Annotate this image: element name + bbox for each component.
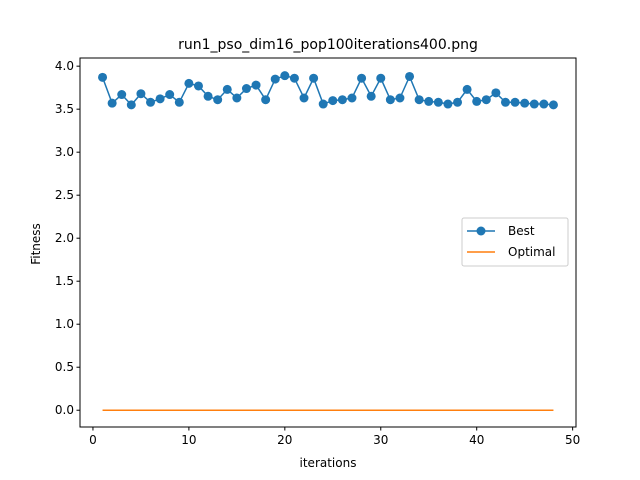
y-tick-label: 4.0 <box>55 59 74 73</box>
data-point-best <box>500 97 510 107</box>
data-point-best <box>289 73 299 83</box>
plot-area <box>79 57 577 428</box>
data-point-best <box>222 84 232 94</box>
y-tick-label: 3.0 <box>55 145 74 159</box>
x-tick-label: 40 <box>469 433 484 447</box>
data-point-best <box>270 74 280 84</box>
series-layer <box>98 71 558 411</box>
data-point-best <box>117 90 127 100</box>
data-point-best <box>261 95 271 105</box>
y-tick-label: 1.0 <box>55 317 74 331</box>
data-point-best <box>414 95 424 105</box>
data-point-best <box>385 95 395 105</box>
data-point-best <box>366 91 376 101</box>
legend-best-label: Best <box>508 224 535 238</box>
x-tick-label: 50 <box>565 433 580 447</box>
data-point-best <box>491 88 501 98</box>
data-point-best <box>309 73 319 83</box>
data-point-best <box>424 96 434 106</box>
data-point-best <box>165 90 175 100</box>
data-point-best <box>433 97 443 107</box>
data-point-best <box>481 95 491 105</box>
x-axis-label: iterations <box>300 456 357 470</box>
x-tick-label: 30 <box>373 433 388 447</box>
data-point-best <box>299 93 309 103</box>
y-tick-label: 0.5 <box>55 360 74 374</box>
legend-best-marker <box>476 226 486 236</box>
chart-title: run1_pso_dim16_pop100iterations400.png <box>178 37 478 53</box>
data-point-best <box>357 73 367 83</box>
data-point-best <box>126 100 136 110</box>
data-point-best <box>213 95 223 105</box>
data-point-best <box>529 99 539 109</box>
x-tick-label: 10 <box>181 433 196 447</box>
data-point-best <box>376 73 386 83</box>
data-point-best <box>184 78 194 88</box>
data-point-best <box>347 93 357 103</box>
y-tick-label: 1.5 <box>55 274 74 288</box>
data-point-best <box>462 84 472 94</box>
data-point-best <box>241 84 251 94</box>
data-point-best <box>548 100 558 110</box>
data-point-best <box>539 99 549 109</box>
y-axis: 0.0 0.5 1.0 1.5 2.0 2.5 3.0 3.5 4.0 <box>55 59 80 417</box>
data-point-best <box>443 99 453 109</box>
data-point-best <box>510 97 520 107</box>
data-point-best <box>203 91 213 101</box>
data-point-best <box>328 96 338 106</box>
data-point-best <box>98 72 108 82</box>
data-point-best <box>453 97 463 107</box>
y-axis-label: Fitness <box>29 223 43 265</box>
data-point-best <box>146 97 156 107</box>
data-point-best <box>405 71 415 81</box>
y-tick-label: 2.5 <box>55 188 74 202</box>
x-tick-label: 20 <box>277 433 292 447</box>
data-point-best <box>232 93 242 103</box>
y-tick-label: 3.5 <box>55 102 74 116</box>
data-point-best <box>318 99 328 109</box>
data-point-best <box>155 94 165 104</box>
y-tick-label: 0.0 <box>55 403 74 417</box>
legend: Best Optimal <box>461 217 569 267</box>
data-point-best <box>251 80 261 90</box>
data-point-best <box>136 89 146 99</box>
data-point-best <box>193 81 203 91</box>
data-point-best <box>174 97 184 107</box>
y-tick-label: 2.0 <box>55 231 74 245</box>
data-point-best <box>280 71 290 81</box>
x-tick-label: 0 <box>89 433 97 447</box>
data-point-best <box>472 96 482 106</box>
x-axis: 0 10 20 30 40 50 <box>89 427 580 447</box>
data-point-best <box>520 98 530 108</box>
legend-box <box>461 217 569 267</box>
data-point-best <box>395 93 405 103</box>
legend-optimal-label: Optimal <box>508 245 555 259</box>
data-point-best <box>107 98 117 108</box>
data-point-best <box>337 95 347 105</box>
